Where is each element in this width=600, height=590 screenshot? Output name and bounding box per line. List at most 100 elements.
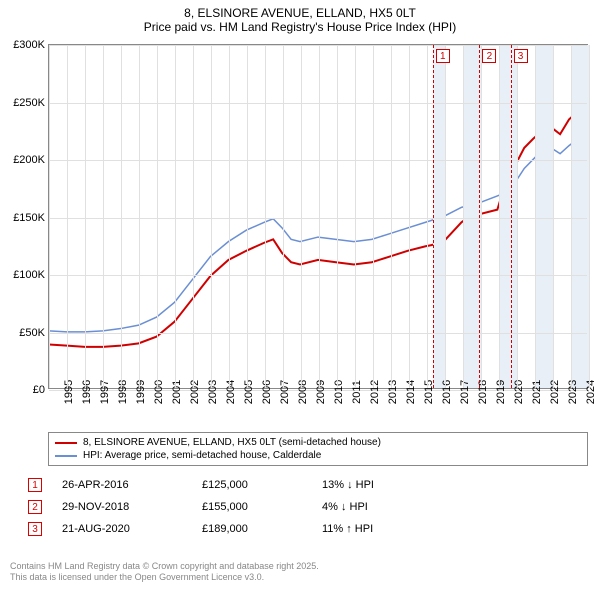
gridline-h <box>49 218 587 219</box>
event-price: £189,000 <box>202 523 302 535</box>
gridline-v <box>67 45 68 388</box>
chart-band <box>571 45 589 388</box>
footer-line: This data is licensed under the Open Gov… <box>10 572 319 584</box>
event-date: 29-NOV-2018 <box>62 501 182 513</box>
y-axis-label: £50K <box>19 327 45 339</box>
x-axis-label: 2019 <box>481 380 493 404</box>
gridline-v <box>481 45 482 388</box>
event-row: 1 26-APR-2016 £125,000 13% ↓ HPI <box>28 474 588 496</box>
event-marker-box: 1 <box>436 49 450 63</box>
gridline-v <box>589 45 590 388</box>
gridline-v <box>517 45 518 388</box>
x-axis-label: 2018 <box>463 380 475 404</box>
events-table: 1 26-APR-2016 £125,000 13% ↓ HPI 2 29-NO… <box>28 474 588 540</box>
x-axis-label: 1995 <box>49 380 61 404</box>
gridline-v <box>139 45 140 388</box>
event-marker: 1 <box>28 478 42 492</box>
event-marker-line <box>433 45 434 388</box>
legend-item: 8, ELSINORE AVENUE, ELLAND, HX5 0LT (sem… <box>55 436 581 449</box>
chart-band <box>499 45 517 388</box>
x-axis-label: 1997 <box>85 380 97 404</box>
x-axis-label: 2000 <box>139 380 151 404</box>
gridline-v <box>463 45 464 388</box>
legend-label: 8, ELSINORE AVENUE, ELLAND, HX5 0LT (sem… <box>83 437 381 448</box>
x-axis-label: 2020 <box>499 380 511 404</box>
gridline-v <box>445 45 446 388</box>
legend-item: HPI: Average price, semi-detached house,… <box>55 449 581 462</box>
legend-label: HPI: Average price, semi-detached house,… <box>83 450 321 461</box>
gridline-v <box>175 45 176 388</box>
x-axis-label: 2008 <box>283 380 295 404</box>
title-subtitle: Price paid vs. HM Land Registry's House … <box>0 20 600 34</box>
event-price: £155,000 <box>202 501 302 513</box>
event-row: 3 21-AUG-2020 £189,000 11% ↑ HPI <box>28 518 588 540</box>
chart-band <box>535 45 553 388</box>
x-axis-label: 2023 <box>553 380 565 404</box>
gridline-v <box>103 45 104 388</box>
chart-container: 8, ELSINORE AVENUE, ELLAND, HX5 0LT Pric… <box>0 0 600 590</box>
gridline-v <box>85 45 86 388</box>
gridline-h <box>49 275 587 276</box>
event-row: 2 29-NOV-2018 £155,000 4% ↓ HPI <box>28 496 588 518</box>
y-axis-label: £250K <box>13 97 45 109</box>
gridline-h <box>49 333 587 334</box>
gridline-v <box>229 45 230 388</box>
gridline-v <box>409 45 410 388</box>
gridline-v <box>535 45 536 388</box>
gridline-v <box>121 45 122 388</box>
x-axis-label: 1998 <box>103 380 115 404</box>
gridline-v <box>247 45 248 388</box>
y-axis-label: £200K <box>13 154 45 166</box>
x-axis-label: 2017 <box>445 380 457 404</box>
gridline-v <box>571 45 572 388</box>
x-axis-label: 2025 <box>589 380 600 404</box>
x-axis-label: 2013 <box>373 380 385 404</box>
gridline-v <box>355 45 356 388</box>
legend: 8, ELSINORE AVENUE, ELLAND, HX5 0LT (sem… <box>48 432 588 466</box>
event-marker: 2 <box>28 500 42 514</box>
gridline-v <box>391 45 392 388</box>
gridline-v <box>319 45 320 388</box>
gridline-h <box>49 160 587 161</box>
footer-attribution: Contains HM Land Registry data © Crown c… <box>10 561 319 584</box>
x-axis-label: 2022 <box>535 380 547 404</box>
gridline-v <box>499 45 500 388</box>
x-axis-label: 2004 <box>211 380 223 404</box>
event-price: £125,000 <box>202 479 302 491</box>
chart-band <box>433 45 445 388</box>
title-address: 8, ELSINORE AVENUE, ELLAND, HX5 0LT <box>0 6 600 20</box>
event-delta: 11% ↑ HPI <box>322 523 402 535</box>
footer-line: Contains HM Land Registry data © Crown c… <box>10 561 319 573</box>
event-date: 21-AUG-2020 <box>62 523 182 535</box>
gridline-h <box>49 45 587 46</box>
chart-plot-area: £0£50K£100K£150K£200K£250K£300K199519961… <box>48 44 588 389</box>
x-axis-label: 1996 <box>67 380 79 404</box>
x-axis-label: 2003 <box>193 380 205 404</box>
event-marker-box: 3 <box>514 49 528 63</box>
x-axis-label: 2001 <box>157 380 169 404</box>
x-axis-label: 2021 <box>517 380 529 404</box>
event-marker-line <box>511 45 512 388</box>
x-axis-label: 2010 <box>319 380 331 404</box>
x-axis-label: 2024 <box>571 380 583 404</box>
gridline-v <box>427 45 428 388</box>
gridline-v <box>373 45 374 388</box>
x-axis-label: 2002 <box>175 380 187 404</box>
x-axis-label: 2007 <box>265 380 277 404</box>
gridline-v <box>301 45 302 388</box>
x-axis-label: 2011 <box>337 380 349 404</box>
title-block: 8, ELSINORE AVENUE, ELLAND, HX5 0LT Pric… <box>0 0 600 38</box>
gridline-v <box>553 45 554 388</box>
x-axis-label: 1999 <box>121 380 133 404</box>
x-axis-label: 2006 <box>247 380 259 404</box>
gridline-v <box>49 45 50 388</box>
gridline-v <box>337 45 338 388</box>
gridline-v <box>283 45 284 388</box>
y-axis-label: £100K <box>13 269 45 281</box>
x-axis-label: 2014 <box>391 380 403 404</box>
event-date: 26-APR-2016 <box>62 479 182 491</box>
gridline-h <box>49 103 587 104</box>
x-axis-label: 2005 <box>229 380 241 404</box>
x-axis-label: 2015 <box>409 380 421 404</box>
y-axis-label: £0 <box>33 384 45 396</box>
